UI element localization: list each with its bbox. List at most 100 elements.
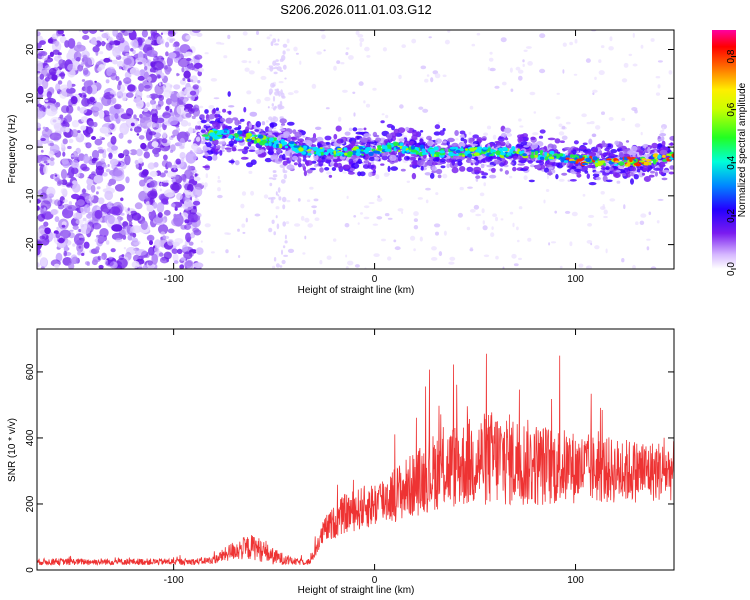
spectrogram-noise-blob xyxy=(431,246,437,251)
spectrogram-band-blob xyxy=(333,133,338,140)
spectrogram-noise-blob xyxy=(174,207,178,211)
spectrogram-noise-blob xyxy=(277,38,280,42)
spectrogram-noise-blob xyxy=(594,76,597,80)
spectrogram-noise-blob xyxy=(257,60,260,64)
spectrogram-band-blob xyxy=(420,165,424,171)
spectrogram-band-blob xyxy=(551,169,556,174)
spectrogram-noise-blob xyxy=(182,202,194,211)
spectrogram-ridge-core xyxy=(268,141,272,147)
spectrogram-ridge-core xyxy=(645,159,652,162)
spectrogram-ridge-core xyxy=(261,139,268,144)
spectrogram-noise-blob xyxy=(37,103,42,108)
spectrogram-noise-blob xyxy=(492,134,497,140)
spectrogram-noise-blob xyxy=(272,95,276,102)
spectrogram-noise-blob xyxy=(66,80,72,89)
spectrogram-band-blob xyxy=(373,169,376,174)
spectrogram-noise-blob xyxy=(98,264,104,269)
spectrogram-noise-blob xyxy=(204,52,209,55)
spectrogram-band-blob xyxy=(625,173,631,178)
spectrogram-noise-blob xyxy=(657,198,664,201)
spectrogram-noise-blob xyxy=(495,216,498,222)
spectrogram-noise-blob xyxy=(63,199,68,203)
spectrogram-band-blob xyxy=(442,140,447,144)
spectrogram-noise-blob xyxy=(140,220,148,230)
spectrogram-noise-blob xyxy=(267,106,270,109)
spectrogram-noise-blob xyxy=(182,98,188,104)
spectrogram-noise-blob xyxy=(93,41,98,46)
spectrogram-noise-blob xyxy=(102,152,107,159)
spectrogram-noise-blob xyxy=(115,238,123,243)
spectrogram-noise-blob xyxy=(569,41,573,46)
spectrogram-noise-blob xyxy=(68,206,72,210)
spectrogram-noise-blob xyxy=(163,89,172,98)
spectrogram-noise-blob xyxy=(282,245,286,249)
spectrogram-noise-blob xyxy=(166,161,173,168)
spectrogram-noise-blob xyxy=(54,174,58,177)
spectrogram-band-blob xyxy=(248,149,256,152)
spectrogram-noise-blob xyxy=(186,57,192,62)
spectrogram-noise-blob xyxy=(122,149,130,156)
spectrogram-noise-blob xyxy=(115,76,120,81)
spectrogram-noise-blob xyxy=(152,201,158,209)
spectrogram-noise-blob xyxy=(41,128,53,138)
spectrogram-noise-blob xyxy=(160,72,165,79)
spectrogram-band-blob xyxy=(302,158,307,162)
spectrogram-noise-blob xyxy=(70,159,79,169)
spectrogram-noise-blob xyxy=(82,35,90,40)
spectrogram-noise-blob xyxy=(40,200,52,210)
spectrogram-noise-blob xyxy=(81,97,90,107)
spectrogram-band-blob xyxy=(405,126,410,132)
spectrogram-y-ticks: -20 -10 0 10 20 xyxy=(25,44,674,252)
spectrogram-noise-blob xyxy=(194,54,203,60)
spectrogram-noise-blob xyxy=(79,107,88,114)
spectrogram-band-blob xyxy=(303,139,312,144)
spectrogram-band-blob xyxy=(572,149,577,155)
spectrogram-noise-blob xyxy=(420,65,427,70)
spectrogram-noise-blob xyxy=(92,110,99,117)
spectrogram-noise-blob xyxy=(169,108,173,113)
spectrogram-noise-blob xyxy=(588,214,595,218)
spectrogram-band-blob xyxy=(624,167,630,171)
spectrogram-noise-blob xyxy=(107,164,110,167)
spectrogram-band-blob xyxy=(608,152,614,159)
spectrogram-noise-blob xyxy=(306,173,310,176)
spectrogram-band-blob xyxy=(261,121,266,126)
spectrogram-band-blob xyxy=(658,162,666,168)
spectrogram-band-blob xyxy=(357,171,362,177)
spectrogram-noise-blob xyxy=(399,104,404,109)
spectrogram-noise-blob xyxy=(280,125,284,129)
spectrogram-noise-blob xyxy=(314,217,320,221)
spectrogram-noise-blob xyxy=(175,57,180,61)
spectrogram-band-blob xyxy=(607,143,612,148)
spectrogram-ridge-core xyxy=(343,152,348,156)
spectrogram-ridge-core xyxy=(306,149,312,152)
spectrogram-noise-blob xyxy=(241,60,248,64)
spectrogram-band-blob xyxy=(234,119,240,126)
spectrogram-noise-blob xyxy=(134,159,139,165)
spectrogram-band-blob xyxy=(669,165,674,170)
spectrogram-noise-blob xyxy=(194,169,198,173)
spectrogram-band-blob xyxy=(375,137,382,143)
spectrogram-noise-blob xyxy=(111,145,118,151)
spectrogram-band-blob xyxy=(661,140,666,147)
spectrogram-ridge-core xyxy=(439,150,445,154)
spectrogram-noise-blob xyxy=(275,263,280,268)
spectrogram-band-blob xyxy=(616,148,621,152)
colorbar-tick-label: 0.2 xyxy=(726,209,737,223)
spectrogram-noise-blob xyxy=(346,47,350,50)
spectrogram-noise-blob xyxy=(162,30,169,35)
spectrogram-noise-blob xyxy=(156,74,161,79)
spectrogram-band-blob xyxy=(425,160,434,166)
spectrogram-noise-blob xyxy=(194,194,198,199)
spectrogram-band-blob xyxy=(551,162,559,167)
spectrogram-band-blob xyxy=(668,171,674,175)
spectrogram-noise-blob xyxy=(130,122,135,127)
spectrogram-noise-blob xyxy=(275,206,280,210)
spectrogram-y-tick-label: 10 xyxy=(25,92,36,104)
spectrogram-ridge-core xyxy=(246,138,252,142)
spectrogram-noise-blob xyxy=(72,183,81,193)
spectrogram-noise-blob xyxy=(86,142,92,148)
spectrogram-noise-blob xyxy=(151,253,158,265)
spectrogram-ridge-core xyxy=(421,152,426,156)
spectrogram-noise-blob xyxy=(348,55,354,60)
